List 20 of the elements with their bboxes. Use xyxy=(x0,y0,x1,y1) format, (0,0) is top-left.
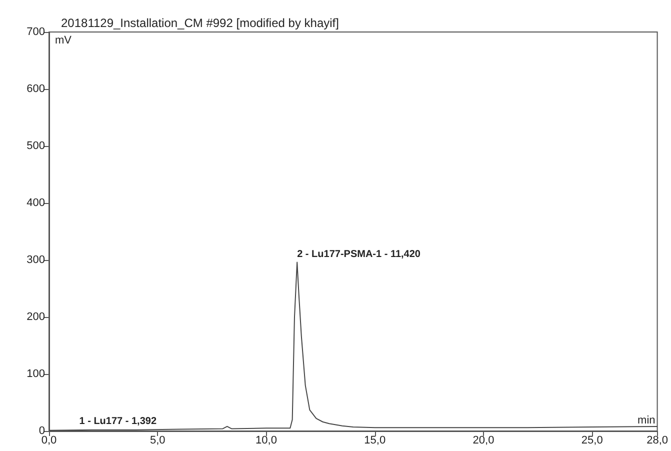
chart-title: 20181129_Installation_CM #992 [modified by khayif] xyxy=(61,16,339,30)
x-tick-label: 20,0 xyxy=(472,434,494,446)
y-tick-label: 200 xyxy=(26,311,45,323)
y-tick-label: 100 xyxy=(26,368,45,380)
x-tick-label: 28,0 xyxy=(646,434,668,446)
x-axis-title: min xyxy=(638,414,656,426)
y-tick-label: 0 xyxy=(38,425,45,437)
x-tick-label: 5,0 xyxy=(150,434,166,446)
annotation: 2 - Lu177-PSMA-1 - 11,420 xyxy=(297,248,421,260)
y-axis-title: mV xyxy=(55,34,72,46)
x-tick-label: 10,0 xyxy=(256,434,277,446)
y-tick-label: 700 xyxy=(26,26,45,38)
x-tick-label: 25,0 xyxy=(581,434,603,446)
x-tick-label: 0,0 xyxy=(41,434,57,446)
x-tick-label: 15,0 xyxy=(364,434,386,446)
y-tick-label: 600 xyxy=(26,83,45,95)
y-tick-label: 300 xyxy=(26,254,45,266)
y-tick-label: 400 xyxy=(26,197,45,209)
y-tick-label: 500 xyxy=(26,140,45,152)
annotation: 1 - Lu177 - 1,392 xyxy=(79,416,157,427)
